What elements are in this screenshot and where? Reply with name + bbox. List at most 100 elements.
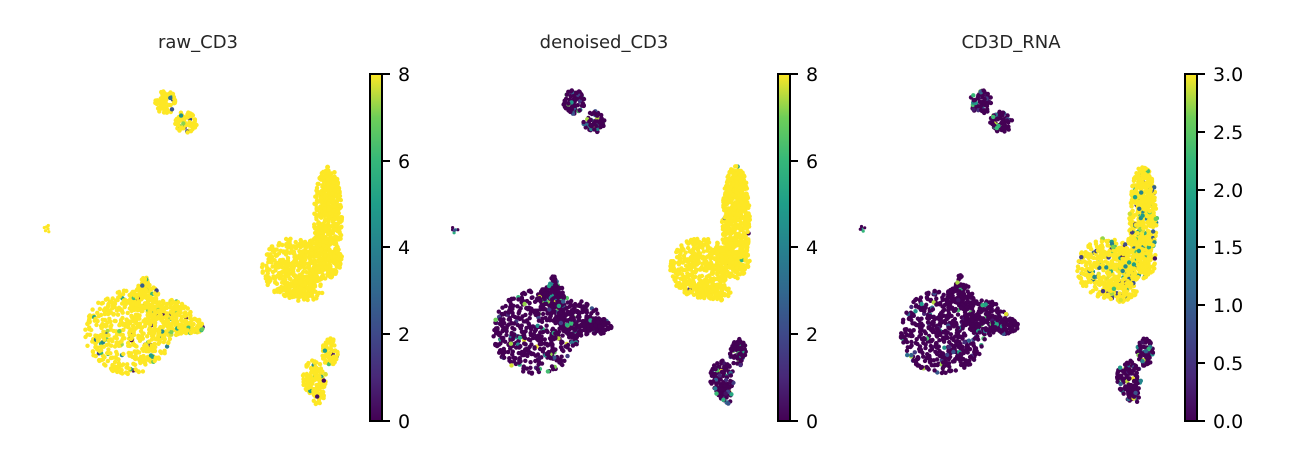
colorbar-tick-label: 6 <box>398 151 410 173</box>
cell-point <box>100 357 106 362</box>
cell-point <box>309 251 314 256</box>
cell-point <box>517 324 523 330</box>
cell-point <box>331 199 336 204</box>
colorbar-tick-label: 8 <box>806 64 818 86</box>
cell-point <box>300 373 306 378</box>
cell-point <box>522 341 527 346</box>
cell-point <box>137 316 142 321</box>
cell-point <box>729 176 734 182</box>
cell-point <box>307 255 312 261</box>
cell-point <box>578 332 584 338</box>
cell-point <box>506 349 511 355</box>
colorbar-tick: 0 <box>790 411 818 433</box>
cell-point <box>514 345 519 350</box>
cell-point <box>137 358 143 364</box>
cell-point <box>497 321 503 327</box>
cell-point <box>679 243 684 248</box>
cell-point <box>496 342 502 347</box>
cell-point <box>720 259 725 264</box>
cell-point <box>289 246 294 252</box>
cell-point <box>158 96 163 101</box>
cell-point <box>305 242 311 247</box>
cell-point <box>575 314 580 320</box>
cell-point <box>137 338 143 343</box>
cell-point <box>544 323 549 328</box>
cell-point <box>577 310 582 315</box>
cell-point <box>553 331 558 336</box>
cell-point <box>736 345 741 350</box>
cell-point <box>733 274 738 280</box>
cell-point <box>601 327 606 332</box>
cell-point <box>105 328 110 334</box>
cell-point <box>719 387 725 392</box>
cell-point <box>698 266 704 271</box>
cell-point <box>159 106 165 111</box>
cell-point <box>326 256 331 262</box>
cell-point <box>522 301 527 307</box>
cell-point <box>313 260 318 266</box>
cell-point <box>316 220 321 225</box>
cell-point <box>745 264 751 269</box>
cell-point <box>296 263 301 269</box>
cell-point <box>178 307 183 313</box>
cell-point <box>672 277 677 282</box>
cell-point <box>692 242 698 247</box>
cell-point <box>583 307 588 312</box>
cell-point <box>318 283 323 289</box>
cell-point <box>188 316 193 321</box>
cell-point <box>87 313 93 318</box>
cell-point <box>306 373 311 378</box>
cell-point <box>549 364 555 369</box>
cell-point <box>142 276 148 281</box>
cell-point <box>520 291 525 297</box>
umap-points <box>42 89 345 407</box>
cell-point <box>557 360 562 365</box>
cell-point <box>288 281 293 286</box>
cell-point <box>141 354 146 359</box>
cell-point <box>325 181 331 187</box>
colorbar-tick-label: 2 <box>398 324 410 346</box>
cell-point <box>157 308 163 313</box>
cell-point <box>278 270 283 276</box>
cell-point <box>331 208 336 213</box>
cell-point <box>90 349 96 355</box>
cell-point <box>116 343 122 348</box>
cell-point <box>322 360 328 365</box>
cell-point <box>178 304 184 309</box>
cell-point <box>715 296 720 302</box>
cell-point <box>102 337 107 342</box>
cell-point <box>96 300 101 305</box>
cell-point <box>263 274 268 279</box>
cell-point <box>516 350 521 356</box>
cell-point <box>585 302 590 307</box>
cell-point <box>163 110 168 115</box>
cell-point <box>734 164 739 169</box>
cell-point <box>713 372 718 377</box>
panel-cd3d-rna: CD3D_RNA 0.0 0.5 1.0 1.5 2.0 2.5 3.0 <box>858 32 1243 433</box>
cell-point <box>317 290 322 296</box>
cell-point <box>311 387 317 392</box>
cell-point <box>152 345 157 350</box>
cell-point <box>101 344 107 349</box>
cell-point <box>728 373 734 378</box>
cell-point <box>288 243 293 248</box>
cell-point <box>101 329 106 334</box>
cell-point <box>318 247 324 253</box>
cell-point <box>298 244 304 249</box>
cell-point <box>318 191 323 196</box>
cell-point <box>717 278 723 283</box>
cell-point <box>685 240 690 245</box>
cell-point <box>542 291 547 296</box>
cell-point <box>683 258 689 263</box>
cell-point <box>327 231 332 236</box>
cell-point <box>121 351 126 357</box>
cell-point <box>745 194 750 200</box>
cell-point <box>548 338 554 343</box>
cell-point <box>552 335 558 340</box>
cell-point <box>106 338 111 343</box>
cell-point <box>108 355 114 361</box>
cell-point <box>722 208 727 213</box>
cell-point <box>164 330 169 335</box>
cell-point <box>164 305 169 311</box>
cell-point <box>531 332 537 337</box>
